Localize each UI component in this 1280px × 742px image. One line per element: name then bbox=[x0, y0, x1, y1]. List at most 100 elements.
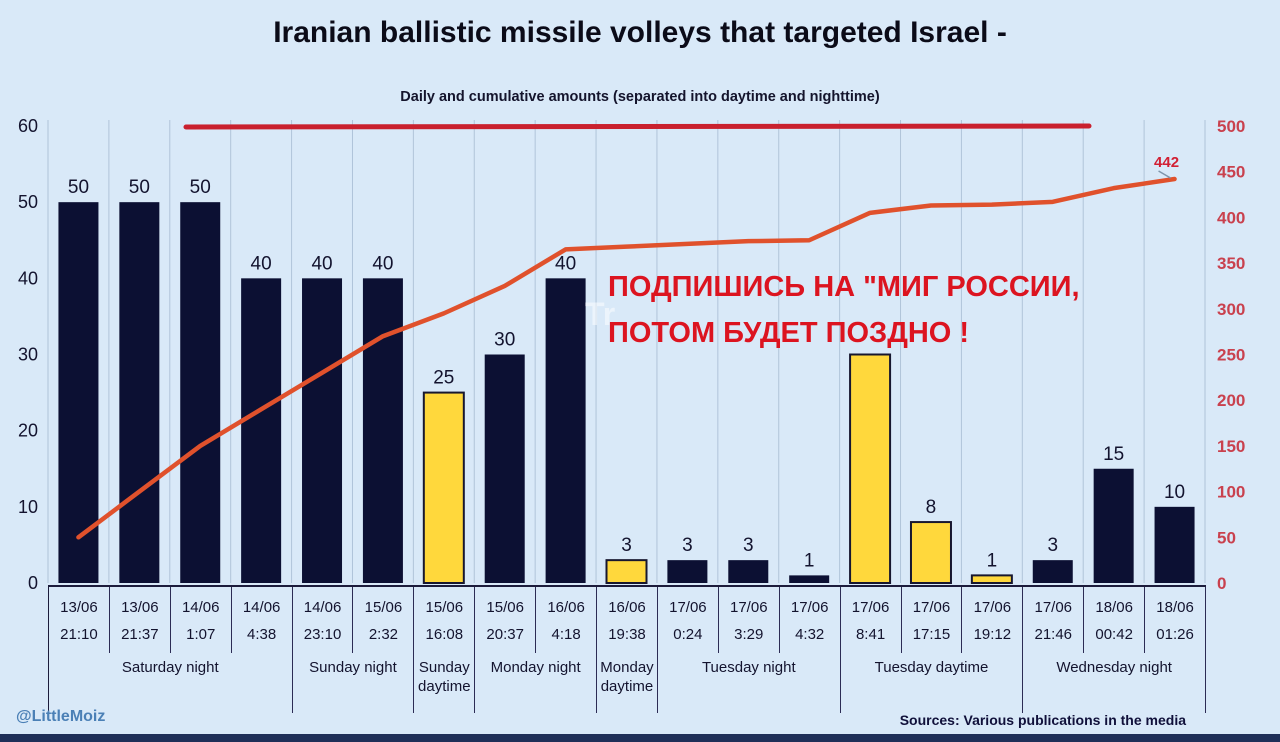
x-axis-time: 00:42 bbox=[1095, 626, 1133, 643]
x-axis-time: 17:15 bbox=[912, 626, 951, 643]
cumulative-line bbox=[76, 176, 1177, 540]
x-axis-cell: 18/06 00:42 bbox=[1084, 587, 1146, 653]
right-axis-tick: 150 bbox=[1217, 437, 1245, 456]
x-axis-time: 4:38 bbox=[247, 626, 277, 643]
x-axis-time: 23:10 bbox=[303, 626, 342, 643]
bar-night bbox=[180, 202, 221, 583]
bar-value-label: 3 bbox=[743, 535, 754, 556]
x-axis-time: 4:32 bbox=[795, 626, 825, 643]
x-axis-cell: 16/06 4:18 bbox=[536, 587, 598, 653]
x-axis-group-label: Tuesday night bbox=[658, 653, 841, 713]
x-axis-time: 4:18 bbox=[551, 626, 581, 643]
x-axis-cell: 17/06 17:15 bbox=[902, 587, 963, 653]
x-axis-time: 21:10 bbox=[60, 626, 98, 643]
line-end-label: 442 bbox=[1154, 154, 1179, 171]
x-axis-time: 01:26 bbox=[1156, 626, 1194, 643]
bar-value-label: 50 bbox=[190, 177, 211, 198]
x-axis-date: 13/06 bbox=[60, 599, 98, 616]
x-axis-date: 13/06 bbox=[121, 599, 159, 616]
bar-night bbox=[1032, 560, 1073, 583]
bar-night bbox=[241, 278, 282, 583]
overlay-note-line-1: ПОДПИШИСЬ НА "МИГ РОССИИ, bbox=[608, 271, 1080, 303]
x-axis-time: 21:37 bbox=[121, 626, 159, 643]
right-axis-tick: 350 bbox=[1217, 254, 1245, 273]
x-axis-cell: 13/06 21:10 bbox=[49, 587, 110, 653]
x-axis-group-label: Sunday night bbox=[293, 653, 415, 713]
x-axis-time: 2:32 bbox=[368, 626, 399, 643]
sources-note: Sources: Various publications in the med… bbox=[899, 712, 1186, 728]
left-axis-tick: 60 bbox=[18, 116, 38, 136]
left-axis-tick: 0 bbox=[28, 573, 38, 593]
bottom-strip bbox=[0, 734, 1280, 742]
bar-night bbox=[789, 575, 830, 583]
x-axis-date: 17/06 bbox=[912, 599, 951, 616]
bar-night bbox=[1093, 468, 1134, 583]
x-axis-date: 14/06 bbox=[181, 599, 220, 616]
x-axis-time: 0:24 bbox=[673, 626, 703, 643]
bar-value-label: 40 bbox=[555, 253, 576, 274]
x-axis-date: 16/06 bbox=[608, 599, 646, 616]
end-label-leader bbox=[1158, 170, 1171, 179]
x-axis-cell: 15/06 16:08 bbox=[414, 587, 476, 653]
bar-value-label: 1 bbox=[987, 550, 998, 571]
x-axis-cell: 17/06 19:12 bbox=[962, 587, 1024, 653]
x-axis-time: 20:37 bbox=[486, 626, 524, 643]
x-axis-cell: 14/06 1:07 bbox=[171, 587, 232, 653]
bar-value-label: 10 bbox=[1164, 482, 1185, 503]
x-axis-time: 19:38 bbox=[608, 626, 646, 643]
x-axis-group-label: Monday night bbox=[475, 653, 598, 713]
x-axis-date: 15/06 bbox=[486, 599, 524, 616]
x-axis-date: 17/06 bbox=[973, 599, 1012, 616]
bar-daytime bbox=[849, 353, 892, 584]
bar-value-label: 1 bbox=[804, 550, 815, 571]
bar-night bbox=[58, 202, 99, 583]
x-axis-group-label: Tuesday daytime bbox=[841, 653, 1024, 713]
x-axis-time: 8:41 bbox=[855, 626, 886, 643]
right-axis-tick: 100 bbox=[1217, 483, 1245, 502]
bar-night bbox=[667, 560, 708, 583]
right-axis-tick: 0 bbox=[1217, 574, 1226, 593]
author-handle: @LittleMoiz bbox=[16, 708, 106, 725]
x-axis-time: 3:29 bbox=[734, 626, 764, 643]
x-axis-cell: 17/06 0:24 bbox=[658, 587, 719, 653]
x-axis-date: 17/06 bbox=[851, 599, 890, 616]
x-axis-date: 15/06 bbox=[425, 599, 464, 616]
x-axis-cell: 15/06 2:32 bbox=[353, 587, 415, 653]
x-axis-time: 16:08 bbox=[425, 626, 464, 643]
bar-night bbox=[302, 278, 343, 583]
x-axis-group-label: Saturday night bbox=[49, 653, 293, 713]
bar-value-label: 50 bbox=[68, 177, 89, 198]
chart-subtitle: Daily and cumulative amounts (separated … bbox=[400, 89, 880, 105]
page-title: Iranian ballistic missile volleys that t… bbox=[273, 16, 1007, 49]
right-axis-tick: 50 bbox=[1217, 528, 1236, 547]
bar-night bbox=[119, 202, 160, 583]
bar-night bbox=[728, 560, 769, 583]
x-axis-group-label: Wednesday night bbox=[1023, 653, 1206, 713]
x-axis-group-label: Sunday daytime bbox=[414, 653, 476, 713]
bar-value-label: 8 bbox=[926, 497, 937, 518]
bar-value-label: 25 bbox=[433, 368, 454, 389]
bar-value-label: 40 bbox=[372, 253, 393, 274]
x-axis-group-label: Monday daytime bbox=[597, 653, 658, 713]
x-axis-time: 21:46 bbox=[1034, 626, 1073, 643]
x-axis-cell: 17/06 4:32 bbox=[780, 587, 841, 653]
left-axis-tick: 50 bbox=[18, 192, 38, 212]
bar-value-label: 15 bbox=[1103, 444, 1124, 465]
right-axis-tick: 400 bbox=[1217, 208, 1245, 227]
bar-value-label: 50 bbox=[129, 177, 150, 198]
x-axis-time: 19:12 bbox=[973, 626, 1012, 643]
bar-night bbox=[1154, 506, 1195, 583]
x-axis-date: 16/06 bbox=[547, 599, 585, 616]
right-axis-tick: 300 bbox=[1217, 300, 1245, 319]
x-axis-date: 17/06 bbox=[790, 599, 829, 616]
x-axis-date: 15/06 bbox=[364, 599, 403, 616]
x-axis-cell: 14/06 23:10 bbox=[293, 587, 354, 653]
right-axis-tick: 450 bbox=[1217, 163, 1245, 182]
x-axis-cell: 13/06 21:37 bbox=[110, 587, 171, 653]
overlay-note-line-2: ПОТОМ БУДЕТ ПОЗДНО ! bbox=[608, 317, 970, 349]
left-axis-tick: 10 bbox=[18, 497, 38, 517]
bar-night bbox=[484, 354, 525, 583]
x-axis-date: 17/06 bbox=[669, 599, 707, 616]
